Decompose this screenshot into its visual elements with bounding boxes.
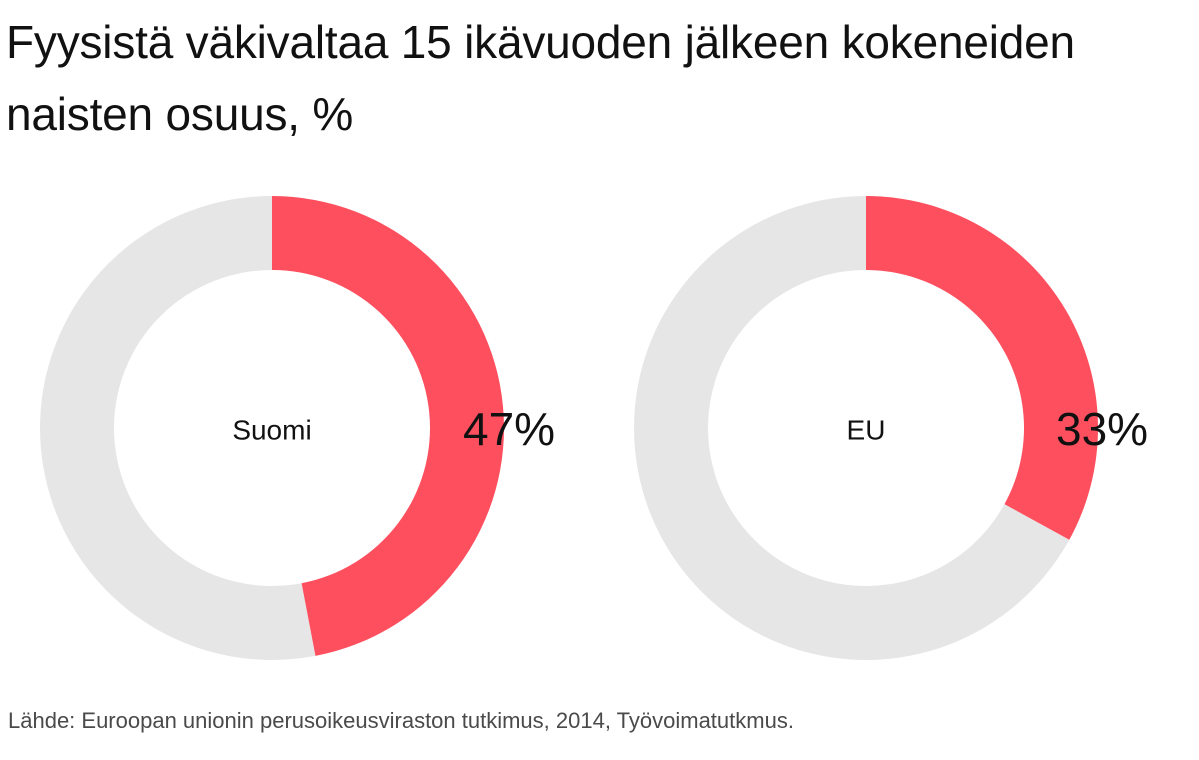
chart-title: Fyysistä väkivaltaa 15 ikävuoden jälkeen… xyxy=(6,16,1075,140)
donut-value-label: 33% xyxy=(1056,403,1148,455)
donut-suomi: Suomi 47% xyxy=(39,196,555,660)
donut-eu: EU 33% xyxy=(633,196,1148,661)
donut-center-label: EU xyxy=(847,414,886,445)
source-note: Lähde: Euroopan unionin perusoikeusviras… xyxy=(8,708,794,733)
donut-center-label: Suomi xyxy=(232,414,311,445)
donut-value-slice xyxy=(866,196,1098,540)
donut-value-label: 47% xyxy=(463,403,555,455)
donut-remainder-slice xyxy=(39,196,316,660)
donut-remainder-slice xyxy=(633,196,1070,661)
donut-value-slice xyxy=(272,196,504,656)
